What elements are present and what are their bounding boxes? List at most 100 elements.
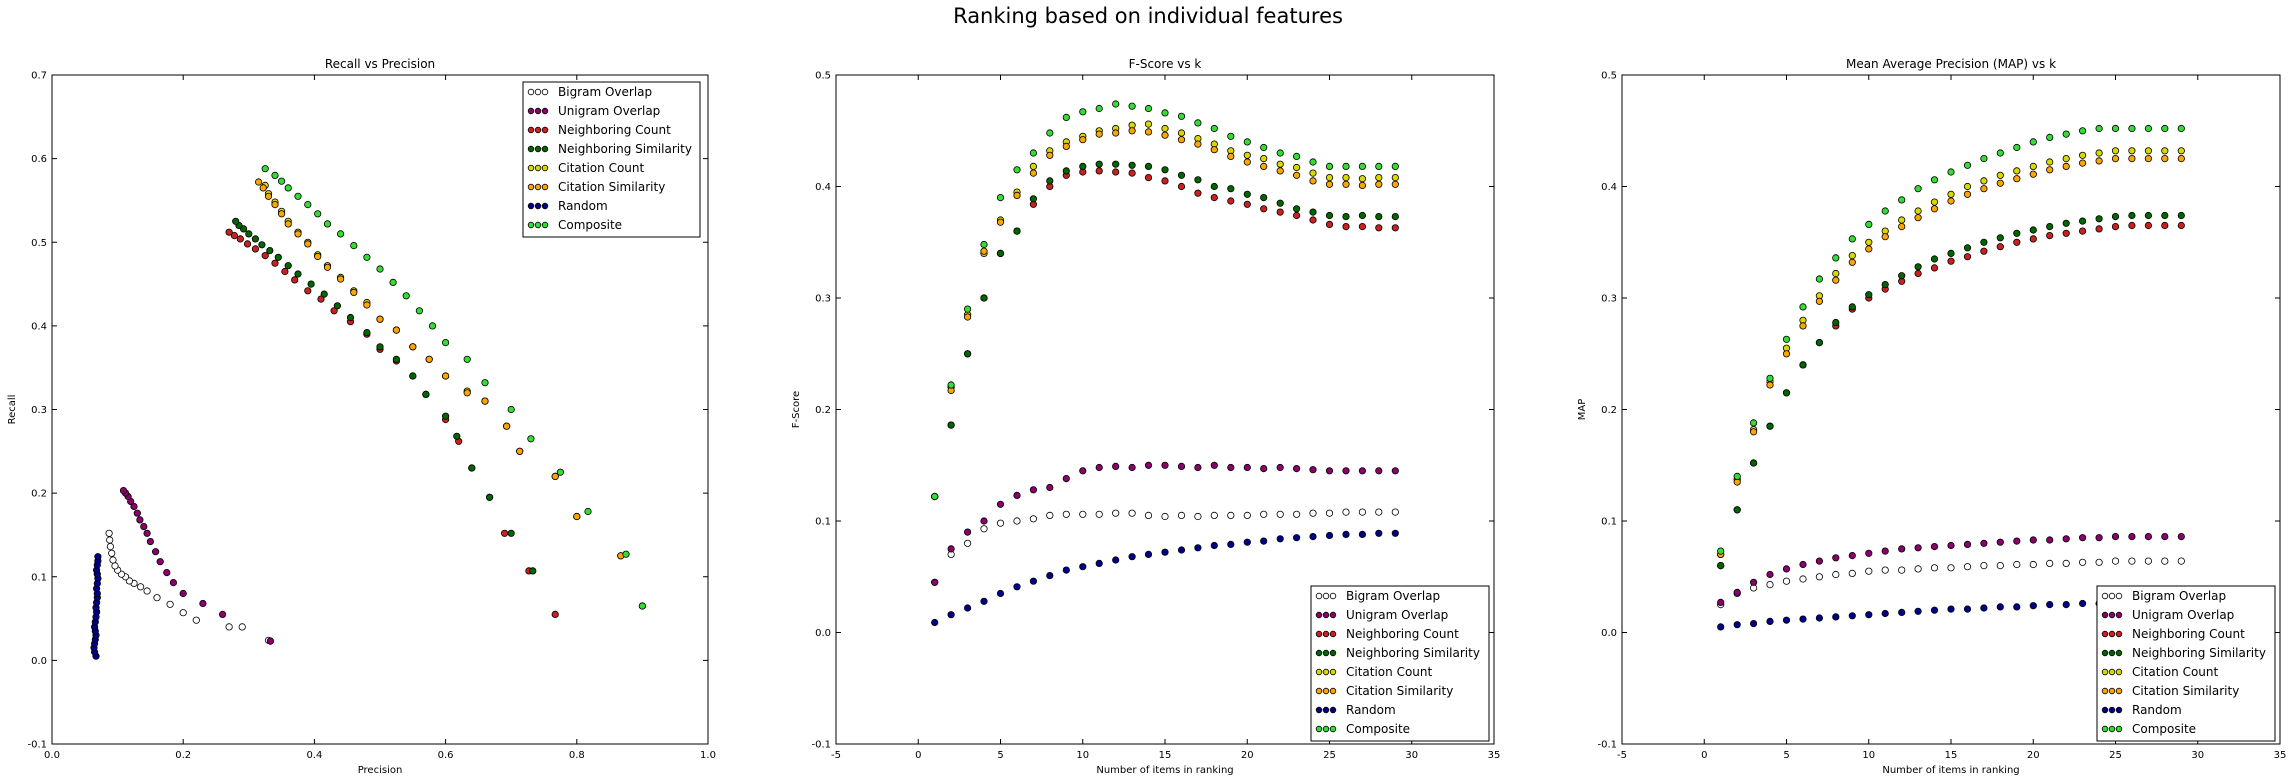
panel-2-point-citation-similarity xyxy=(1144,128,1153,136)
panel-3-point-citation-similarity xyxy=(2013,175,2021,183)
panel-2-point-unigram-overlap xyxy=(947,545,955,553)
panel-3-legend-marker-citation-similarity xyxy=(2101,687,2109,695)
panel-2-point-neighboring-similarity xyxy=(1013,227,1021,235)
panel-3-legend-marker-bigram-overlap xyxy=(2115,592,2123,600)
panel-3-point-random xyxy=(1898,608,1906,617)
panel-2-point-neighboring-similarity xyxy=(996,249,1005,257)
panel-3-point-composite xyxy=(2062,130,2070,138)
panel-2-point-neighboring-similarity xyxy=(980,294,988,302)
panel-2-legend-label-citation-count: Citation Count xyxy=(1346,665,1433,679)
panel-3-point-unigram-overlap xyxy=(1832,554,1840,562)
panel-2-point-citation-similarity xyxy=(1227,152,1235,160)
panel-1-point-random xyxy=(94,553,102,561)
panel-2-point-unigram-overlap xyxy=(1342,467,1350,475)
panel-3-point-citation-count xyxy=(1996,171,2004,179)
panel-2-point-composite xyxy=(1210,124,1218,133)
panel-3-point-random xyxy=(1848,612,1856,620)
panel-3-point-citation-similarity xyxy=(1914,214,1922,222)
panel-3-point-unigram-overlap xyxy=(1963,540,1972,549)
panel-1-point-bigram-overlap xyxy=(106,542,115,551)
panel-3-point-bigram-overlap xyxy=(1898,566,1906,574)
panel-3-point-citation-count xyxy=(2161,147,2169,155)
panel-2-xtick-label: 25 xyxy=(1323,750,1336,761)
panel-3-point-neighboring-similarity xyxy=(2128,211,2136,220)
panel-1-point-composite xyxy=(507,405,515,414)
panel-2-point-random xyxy=(1194,544,1202,552)
panel-2-point-unigram-overlap xyxy=(1293,464,1301,473)
panel-1-legend-marker-unigram-overlap xyxy=(534,107,542,115)
panel-2-point-bigram-overlap xyxy=(1112,509,1120,517)
panel-3-point-unigram-overlap xyxy=(2095,534,2103,542)
panel-1-point-neighboring-similarity xyxy=(333,302,341,310)
panel-2-point-unigram-overlap xyxy=(1227,463,1235,472)
panel-1-legend-label-random: Random xyxy=(558,199,608,213)
panel-1-legend-marker-citation-count xyxy=(534,164,542,172)
panel-3-ylabel: MAP xyxy=(1577,399,1588,421)
panel-3-point-composite xyxy=(1947,168,1955,176)
panel-3-point-bigram-overlap xyxy=(1947,564,1955,572)
panel-2-point-citation-similarity xyxy=(1293,171,1301,179)
panel-1-point-neighboring-similarity xyxy=(392,355,400,363)
figure-suptitle: Ranking based on individual features xyxy=(953,4,1343,28)
panel-1-point-citation-similarity xyxy=(463,389,471,397)
panel-3-point-citation-similarity xyxy=(1832,276,1840,284)
panel-3-point-unigram-overlap xyxy=(2013,537,2021,545)
panel-1-point-composite xyxy=(277,177,286,185)
panel-3-xtick-label: 15 xyxy=(1945,750,1958,761)
panel-1-point-unigram-overlap xyxy=(130,502,138,511)
panel-2-point-unigram-overlap xyxy=(1210,461,1218,469)
panel-1-point-neighboring-count xyxy=(551,610,559,619)
panel-3-point-bigram-overlap xyxy=(1914,565,1922,573)
panel-2-point-composite xyxy=(931,492,939,501)
panel-3-point-neighboring-count xyxy=(2111,223,2120,231)
panel-2-xtick-label: -5 xyxy=(831,750,841,761)
panel-3-legend-marker-composite xyxy=(2108,725,2116,733)
panel-2-point-citation-similarity xyxy=(980,247,988,255)
panel-2-legend-label-neighboring-similarity: Neighboring Similarity xyxy=(1346,646,1480,660)
panel-3-ytick-label: 0.5 xyxy=(1601,71,1617,82)
panel-1-xtick-label: 1.0 xyxy=(700,750,716,761)
panel-3-point-composite xyxy=(1782,335,1791,343)
panel-1-point-composite xyxy=(304,201,312,209)
panel-1-point-citation-similarity xyxy=(573,512,581,521)
panel-3-point-citation-similarity xyxy=(2029,170,2037,178)
panel-3-point-composite xyxy=(1717,547,1725,555)
panel-2-point-composite xyxy=(1046,129,1054,137)
panel-1-legend-marker-unigram-overlap xyxy=(527,107,535,115)
panel-2-point-bigram-overlap xyxy=(963,539,972,547)
panel-2-point-composite xyxy=(1161,109,1169,117)
panel-1-xtick-label: 0.2 xyxy=(175,750,191,761)
panel-1-point-citation-similarity xyxy=(264,192,273,200)
panel-3-legend-marker-neighboring-similarity xyxy=(2101,649,2109,657)
panel-2-point-bigram-overlap xyxy=(1161,512,1169,521)
panel-2-point-neighboring-count xyxy=(1276,208,1284,216)
panel-3-ytick-label: 0.2 xyxy=(1601,405,1617,416)
panel-3-point-bigram-overlap xyxy=(2128,557,2136,565)
panel-3-point-unigram-overlap xyxy=(1865,549,1873,557)
panel-3-point-citation-similarity xyxy=(2128,155,2136,163)
panel-1-point-composite xyxy=(584,507,592,516)
panel-2-point-unigram-overlap xyxy=(1276,463,1284,472)
panel-3-point-citation-count xyxy=(2144,147,2152,155)
panel-2-legend-marker-neighboring-count xyxy=(1329,630,1337,638)
panel-2-point-random xyxy=(1375,529,1383,537)
panel-2-point-composite xyxy=(1095,104,1103,113)
panel-2-point-random xyxy=(1325,531,1334,540)
panel-2-point-random xyxy=(947,611,955,619)
panel-1-point-citation-similarity xyxy=(304,240,312,248)
panel-3-point-citation-similarity xyxy=(1963,190,1972,198)
panel-3-xtick-label: 20 xyxy=(2027,750,2040,761)
panel-3-point-composite xyxy=(2095,124,2103,133)
panel-1-point-composite xyxy=(527,435,535,443)
panel-3-point-bigram-overlap xyxy=(2177,557,2185,565)
panel-1-point-neighboring-similarity xyxy=(453,432,461,440)
panel-2-point-composite xyxy=(1112,100,1120,108)
panel-3-legend-marker-citation-count xyxy=(2108,668,2116,676)
panel-1-legend-marker-neighboring-count xyxy=(527,126,535,134)
panel-3-point-neighboring-count xyxy=(1914,269,1922,278)
panel-2-point-neighboring-similarity xyxy=(1276,199,1284,207)
panel-3-point-citation-count xyxy=(1898,216,1906,224)
panel-2-point-bigram-overlap xyxy=(1309,509,1317,517)
panel-3-point-neighboring-similarity xyxy=(1848,303,1856,311)
panel-1-point-citation-similarity xyxy=(350,288,358,296)
